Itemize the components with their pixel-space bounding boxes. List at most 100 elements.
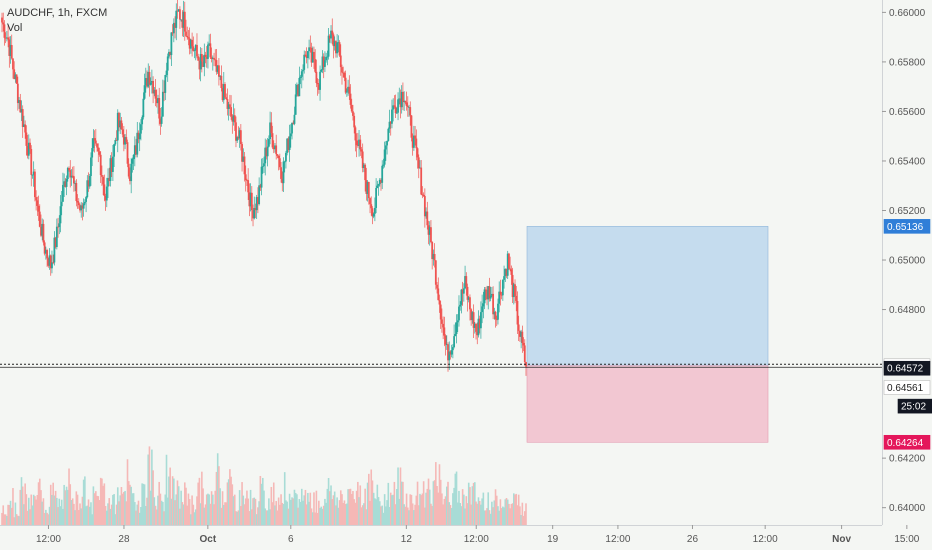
candle-body bbox=[302, 69, 304, 72]
candle-body bbox=[138, 133, 141, 140]
volume-bar bbox=[408, 510, 410, 525]
candle-body bbox=[338, 42, 341, 56]
volume-bar bbox=[386, 500, 388, 525]
long-position-tool[interactable] bbox=[526, 226, 769, 443]
candle-body bbox=[129, 176, 131, 182]
volume-bar bbox=[393, 481, 396, 525]
volume-bar bbox=[441, 493, 443, 525]
volume-bar bbox=[85, 506, 87, 525]
candle-body bbox=[378, 179, 381, 185]
candle-body bbox=[499, 291, 502, 295]
volume-bar bbox=[495, 495, 498, 525]
candle-body bbox=[18, 100, 20, 104]
candle-body bbox=[481, 306, 484, 313]
candle-body bbox=[391, 109, 393, 124]
volume-bar bbox=[194, 509, 197, 525]
time-axis[interactable]: 12:00 28 Oct 6 12 12:00 19 12:00 26 12:00 Nov 15:00 bbox=[0, 525, 920, 545]
candle-body bbox=[512, 284, 515, 298]
volume-bar bbox=[35, 499, 37, 525]
volume-bar bbox=[331, 499, 334, 525]
candle-body bbox=[509, 268, 512, 270]
candle-body bbox=[271, 133, 274, 148]
candle-body bbox=[453, 336, 456, 348]
volume-bar bbox=[86, 505, 89, 525]
symbol-legend[interactable]: AUDCHF, 1h, FXCM bbox=[7, 7, 107, 19]
candle-body bbox=[193, 50, 196, 51]
volume-bar bbox=[31, 505, 34, 525]
candle-body bbox=[203, 54, 206, 67]
candle-body bbox=[176, 10, 179, 12]
volume-bar bbox=[225, 502, 228, 525]
candle-body bbox=[406, 106, 409, 108]
candle-body bbox=[238, 130, 241, 139]
volume-bar bbox=[143, 484, 146, 525]
candle-body bbox=[425, 211, 427, 217]
volume-bar bbox=[123, 491, 125, 525]
volume-bar bbox=[447, 481, 449, 525]
volume-bar bbox=[424, 507, 426, 525]
candle-body bbox=[443, 327, 446, 336]
price-axis[interactable]: 0.66000 0.65800 0.65600 0.65400 0.65200 0.650… bbox=[882, 0, 932, 550]
candle-body bbox=[334, 41, 337, 54]
volume-bar bbox=[405, 493, 408, 525]
candle-body bbox=[32, 171, 35, 175]
candle-body bbox=[375, 187, 378, 208]
volume-bar bbox=[183, 482, 186, 525]
candle-body bbox=[42, 223, 45, 243]
volume-bar bbox=[76, 494, 79, 525]
volume-bar bbox=[381, 505, 384, 525]
volume-bar bbox=[449, 505, 452, 525]
volume-bar bbox=[265, 510, 268, 525]
volume-bar bbox=[399, 467, 402, 525]
candle-body bbox=[504, 268, 507, 277]
time-tick-label: Nov bbox=[832, 534, 851, 545]
candle-body bbox=[289, 133, 292, 137]
candle-body bbox=[414, 135, 417, 139]
candle-body bbox=[353, 115, 356, 128]
volume-bar bbox=[199, 503, 202, 525]
candle-body bbox=[192, 46, 195, 51]
price-tag-stop bbox=[883, 434, 931, 450]
candle-body bbox=[397, 99, 399, 113]
volume-bar bbox=[366, 482, 369, 525]
volume-bar bbox=[163, 511, 165, 525]
candle-body bbox=[227, 104, 230, 109]
volume-bar bbox=[320, 506, 323, 525]
candle-body bbox=[294, 94, 297, 115]
candle-body bbox=[247, 180, 250, 193]
volume-legend[interactable]: Vol bbox=[7, 22, 22, 34]
candle-body bbox=[519, 330, 521, 337]
candle-body bbox=[483, 289, 486, 304]
volume-bar bbox=[230, 476, 232, 525]
candle-body bbox=[280, 167, 282, 179]
candle-body bbox=[153, 89, 156, 94]
volume-bar bbox=[97, 496, 100, 525]
volume-bar bbox=[398, 498, 401, 525]
volume-bar bbox=[261, 477, 264, 525]
candle-body bbox=[127, 163, 130, 177]
candle-body bbox=[347, 86, 349, 92]
position-profit-zone bbox=[526, 226, 769, 367]
volume-bar bbox=[103, 483, 106, 525]
volume-bar bbox=[118, 501, 120, 525]
volume-bar bbox=[370, 469, 373, 525]
candle-body bbox=[437, 288, 440, 301]
volume-bar bbox=[64, 490, 67, 525]
volume-bar bbox=[205, 494, 208, 525]
candle-body bbox=[428, 227, 431, 235]
volume-bar bbox=[349, 488, 352, 525]
candle-body bbox=[93, 138, 96, 141]
volume-bar bbox=[54, 490, 57, 525]
volume-bar bbox=[337, 507, 340, 525]
volume-bar bbox=[190, 514, 192, 525]
volume-bar bbox=[257, 507, 259, 525]
candle-body bbox=[64, 181, 67, 187]
candle-body bbox=[405, 102, 408, 107]
candle-body bbox=[189, 39, 192, 49]
candle-body bbox=[121, 129, 124, 135]
volume-bar bbox=[482, 492, 485, 525]
volume-bar bbox=[388, 506, 391, 525]
candle-body bbox=[9, 45, 12, 56]
volume-bar bbox=[346, 503, 348, 525]
